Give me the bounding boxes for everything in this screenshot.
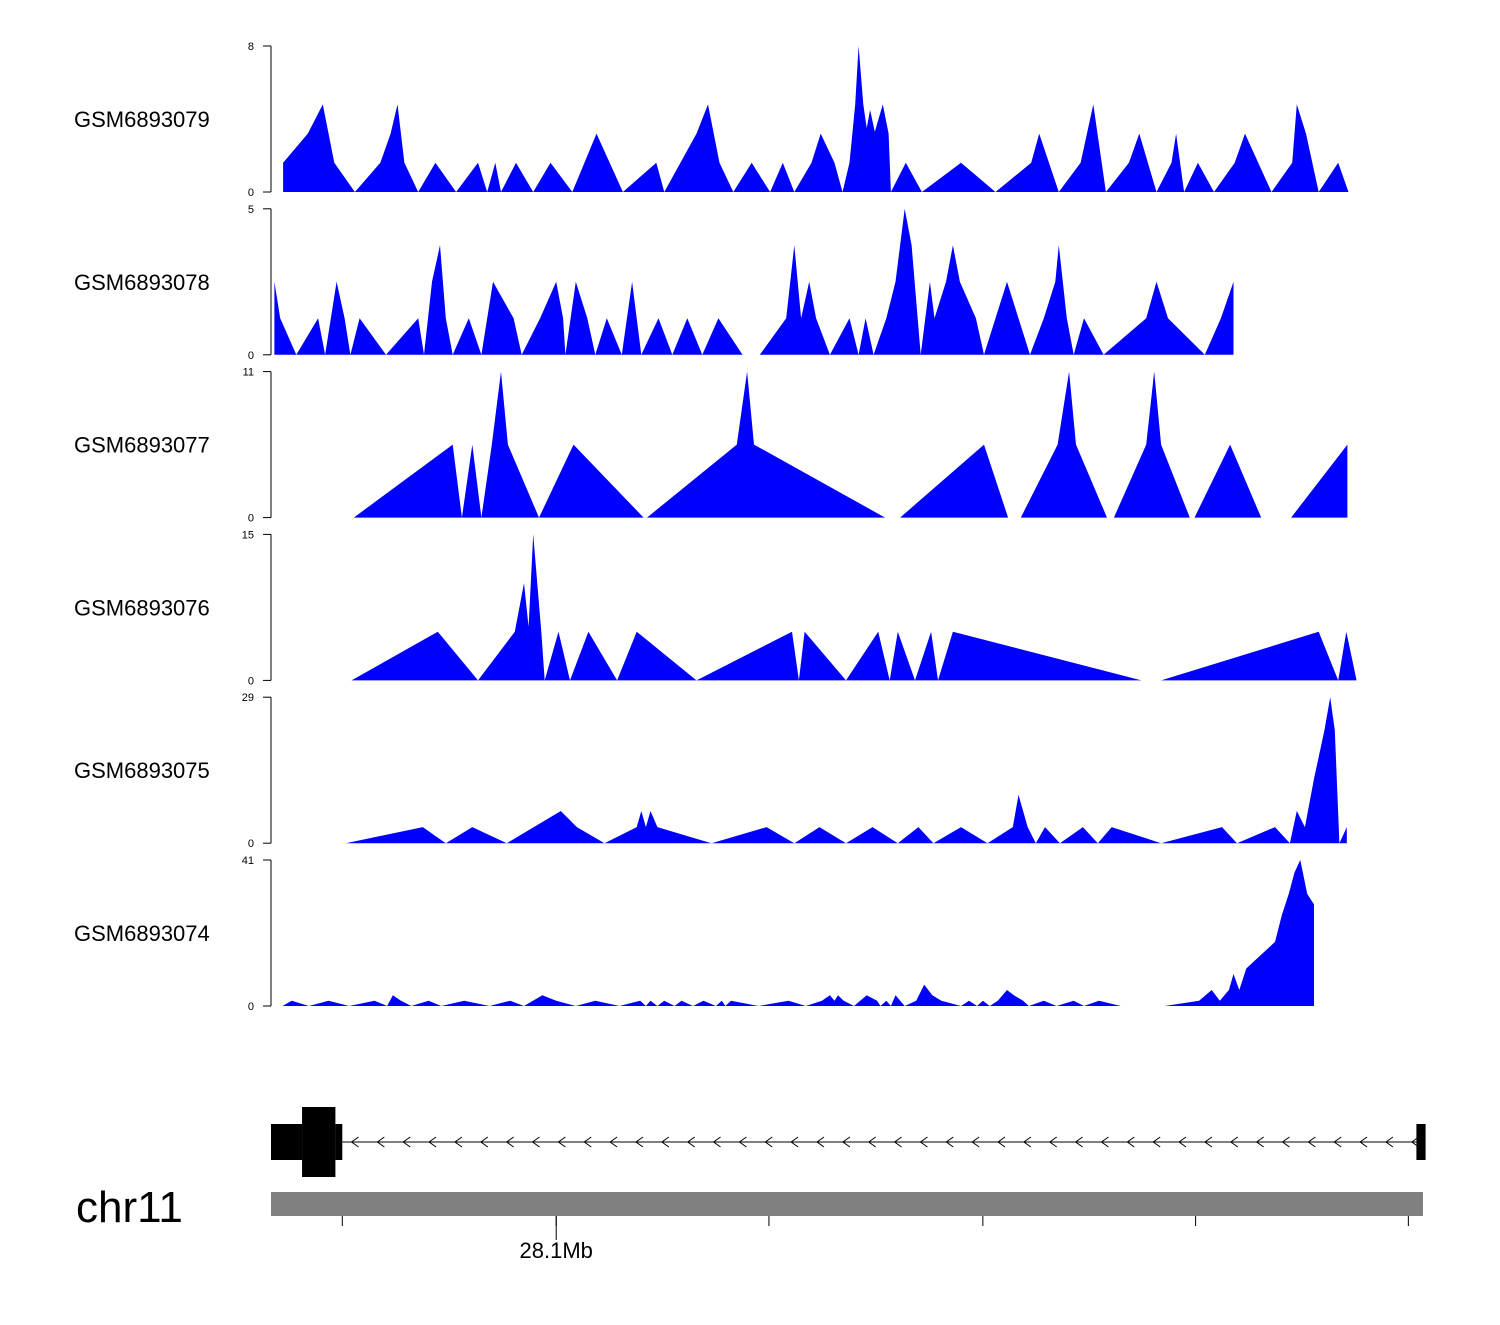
strand-arrow	[376, 1136, 385, 1148]
strand-arrow	[505, 1136, 514, 1148]
strand-arrow	[919, 1136, 928, 1148]
strand-arrow	[1204, 1136, 1213, 1148]
strand-arrow	[764, 1136, 773, 1148]
track-label: GSM6893074	[74, 921, 210, 946]
coverage-area	[274, 208, 1234, 355]
coverage-area	[353, 371, 1348, 518]
coverage-track: GSM6893075 29 0	[74, 692, 1347, 850]
y-tick-label: 15	[242, 529, 254, 541]
strand-arrow	[479, 1136, 489, 1148]
strand-arrow	[454, 1136, 463, 1148]
strand-arrow	[1385, 1136, 1394, 1148]
chromosome-label: chr11	[76, 1183, 183, 1232]
strand-arrow	[660, 1136, 670, 1148]
y-tick-label: 0	[248, 513, 254, 525]
strand-arrow	[997, 1136, 1006, 1148]
track-label: GSM6893075	[74, 758, 210, 783]
strand-arrow	[738, 1136, 747, 1148]
y-tick-label: 41	[242, 855, 254, 867]
strand-arrow	[816, 1136, 825, 1148]
y-tick-label: 8	[248, 41, 254, 53]
strand-arrow	[1229, 1136, 1239, 1148]
strand-arrow	[557, 1136, 566, 1148]
strand-arrow	[583, 1136, 592, 1148]
y-tick-label: 29	[242, 692, 254, 704]
genome-axis-label: 28.1Mb	[520, 1238, 593, 1263]
strand-arrow	[1281, 1136, 1290, 1148]
strand-arrow	[893, 1136, 902, 1148]
y-tick-label: 0	[248, 350, 254, 362]
track-label: GSM6893078	[74, 270, 210, 295]
strand-arrow	[686, 1136, 695, 1148]
y-tick-label: 0	[248, 1001, 254, 1013]
strand-arrow	[1126, 1136, 1135, 1148]
strand-arrow	[971, 1136, 980, 1148]
strand-arrow	[1307, 1136, 1316, 1148]
coverage-area	[345, 697, 1347, 844]
strand-arrow	[1178, 1136, 1187, 1148]
coverage-track: GSM6893078 5 0	[74, 204, 1234, 362]
strand-arrow	[1152, 1136, 1161, 1148]
strand-arrow	[790, 1136, 799, 1148]
strand-arrow	[1023, 1136, 1032, 1148]
y-tick-label: 5	[248, 204, 254, 216]
strand-arrow	[1074, 1136, 1083, 1148]
track-label: GSM6893079	[74, 107, 210, 132]
strand-arrow	[1333, 1136, 1342, 1148]
y-tick-label: 0	[248, 187, 254, 199]
strand-arrow	[1359, 1136, 1368, 1148]
exon-block	[302, 1107, 336, 1177]
coverage-track: GSM6893076 15 0	[74, 529, 1357, 687]
strand-arrow	[945, 1136, 954, 1148]
genome-axis: 28.1Mb	[341, 1216, 1409, 1263]
coverage-area	[283, 46, 1361, 192]
chromosome-band	[271, 1192, 1423, 1216]
ideogram-track: chr11	[76, 1183, 1423, 1232]
coverage-track: GSM6893074 41 0	[74, 855, 1314, 1013]
strand-arrow	[609, 1136, 618, 1148]
gene-track	[271, 1107, 1426, 1177]
strand-arrow	[635, 1136, 644, 1148]
track-label: GSM6893076	[74, 595, 210, 620]
strand-arrow	[402, 1136, 411, 1148]
coverage-area	[351, 534, 1357, 681]
exon-block	[271, 1124, 303, 1160]
strand-arrow	[1255, 1136, 1264, 1148]
exon-block	[335, 1124, 343, 1160]
y-tick-label: 0	[248, 838, 254, 850]
coverage-area	[282, 860, 1314, 1006]
strand-arrow	[867, 1136, 877, 1148]
coverage-track: GSM6893079 8 0	[74, 41, 1361, 199]
strand-arrow	[531, 1136, 540, 1148]
strand-arrow	[428, 1136, 437, 1148]
y-tick-label: 11	[243, 367, 254, 379]
exon-block	[1416, 1124, 1426, 1160]
strand-arrow	[350, 1136, 359, 1148]
strand-arrow	[841, 1136, 851, 1148]
track-label: GSM6893077	[74, 433, 210, 458]
strand-arrow	[1048, 1136, 1058, 1148]
strand-arrow	[1100, 1136, 1109, 1148]
coverage-track: GSM6893077 11 0	[74, 367, 1348, 525]
y-tick-label: 0	[248, 675, 254, 687]
strand-arrow	[712, 1136, 721, 1148]
